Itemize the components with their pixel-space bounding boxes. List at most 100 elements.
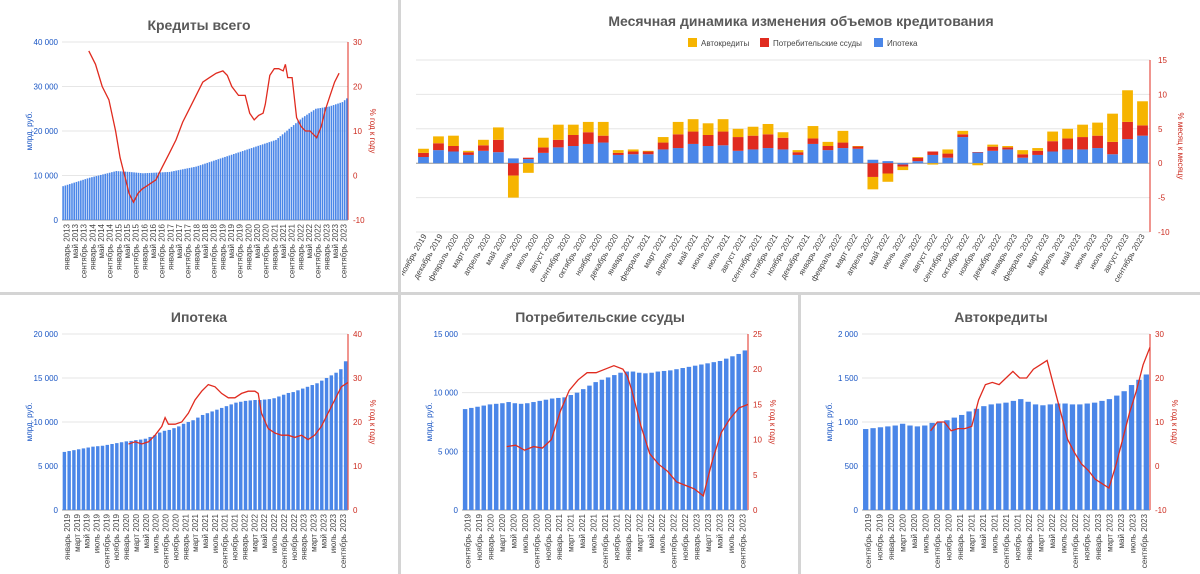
- bar: [179, 169, 182, 220]
- bar-segment: [1032, 148, 1044, 151]
- bar-segment: [582, 143, 594, 164]
- x-tick-label: сентябрь 2017: [184, 223, 193, 278]
- bar: [119, 442, 124, 510]
- y-tick-label: 20 000: [34, 330, 59, 339]
- y2-tick-label: 0: [353, 506, 358, 515]
- x-tick-label: май 2018: [201, 223, 210, 258]
- bar: [110, 444, 114, 510]
- bar: [197, 165, 200, 220]
- bar: [88, 177, 91, 220]
- x-tick-label: ноябрь 2020: [171, 513, 180, 560]
- x-tick-label: ноябрь 2021: [231, 513, 240, 560]
- bar: [332, 105, 335, 220]
- y2-tick-label: 0: [1155, 462, 1160, 471]
- x-tick-label: май 2022: [305, 223, 314, 258]
- bar: [153, 435, 157, 510]
- bar: [907, 425, 913, 510]
- x-tick-label: июль 2020: [152, 513, 161, 553]
- bar-segment: [942, 149, 954, 154]
- bar: [286, 130, 288, 220]
- bar-segment: [957, 134, 969, 138]
- bar: [96, 446, 100, 510]
- bar: [1010, 400, 1017, 510]
- chart-total-svg: Кредиты всего 0 10 000 20 000 30 000 40 000 -1…: [25, 17, 377, 278]
- bar: [328, 106, 330, 220]
- bar-segment: [687, 119, 699, 132]
- y2-axis-title: % год к году: [368, 400, 377, 445]
- bar-segment: [777, 137, 789, 150]
- bar: [191, 420, 195, 510]
- bar: [337, 103, 339, 220]
- bar: [711, 362, 717, 510]
- x-tick-label: сентябрь 2016: [158, 223, 167, 278]
- bar-segment: [1017, 157, 1029, 164]
- bar-segment: [642, 151, 654, 155]
- bar-segment: [1047, 131, 1059, 142]
- x-tick-label: январь 2022: [240, 513, 249, 560]
- x-tick-label: сентябрь 2019: [464, 513, 473, 568]
- bar-segment: [552, 124, 564, 140]
- y2-tick-label: 0: [353, 172, 358, 181]
- bar: [562, 397, 567, 510]
- bar: [173, 171, 175, 220]
- bar: [277, 396, 281, 510]
- x-tick-label: сентябрь 2019: [864, 513, 873, 568]
- bar-segment: [792, 152, 804, 155]
- bar: [206, 162, 209, 220]
- y-tick-label: 0: [54, 216, 59, 225]
- bar: [686, 366, 692, 510]
- x-tick-label: май 2023: [319, 513, 328, 548]
- bar: [261, 144, 264, 220]
- y-tick-label: 5 000: [438, 447, 459, 456]
- bar: [724, 358, 729, 510]
- y-tick-label: 0: [54, 506, 59, 515]
- x-tick-label: май 2021: [979, 513, 988, 548]
- x-tick-label: март 2022: [250, 513, 259, 551]
- bar: [97, 175, 100, 220]
- bar: [324, 378, 329, 510]
- bar-segment: [927, 163, 939, 165]
- bar-segment: [433, 136, 444, 144]
- bar: [668, 370, 673, 510]
- bar-segment: [957, 130, 969, 135]
- bar: [264, 143, 266, 220]
- x-tick-label: май 2016: [149, 223, 158, 258]
- bar-segment: [418, 157, 429, 164]
- bar: [305, 386, 310, 510]
- bar-segment: [702, 146, 714, 164]
- bar-segment: [418, 148, 429, 153]
- x-tick-label: сентябрь 2021: [601, 513, 610, 568]
- bar: [205, 413, 210, 510]
- bar: [186, 168, 189, 220]
- y2-tick-label: 5: [753, 471, 758, 480]
- x-tick-label: январь 2018: [192, 223, 201, 270]
- bar: [229, 404, 233, 510]
- x-tick-label: январь 2023: [300, 513, 309, 560]
- x-tick-label: сентябрь 2020: [162, 513, 171, 568]
- bar: [493, 403, 499, 510]
- bar-segment: [837, 130, 849, 143]
- y2-axis-title: % год к году: [768, 400, 777, 445]
- bar-segment: [522, 163, 534, 173]
- bar: [76, 449, 81, 510]
- y-tick-label: 10 000: [34, 418, 59, 427]
- x-tick-label: сентябрь 2021: [288, 223, 297, 278]
- x-tick-label: январь 2017: [166, 223, 175, 270]
- bar: [973, 408, 980, 510]
- bar-segment: [852, 146, 864, 149]
- bar: [131, 172, 133, 220]
- bar-segment: [1107, 154, 1118, 164]
- bar-segment: [537, 152, 549, 164]
- y-tick-label: 2 000: [838, 330, 859, 339]
- bar-segment: [567, 134, 579, 146]
- y2-tick-label: 10: [1158, 90, 1167, 99]
- bar: [306, 114, 308, 220]
- bar: [1069, 404, 1076, 510]
- x-tick-label: январь 2022: [1025, 513, 1034, 560]
- x-tick-label: сентябрь 2019: [236, 223, 245, 278]
- y-axis-title: млрд. руб.: [825, 403, 834, 442]
- bar: [68, 184, 71, 220]
- y-tick-label: 30 000: [34, 83, 59, 92]
- bar: [250, 148, 253, 220]
- bar-segment: [792, 150, 804, 153]
